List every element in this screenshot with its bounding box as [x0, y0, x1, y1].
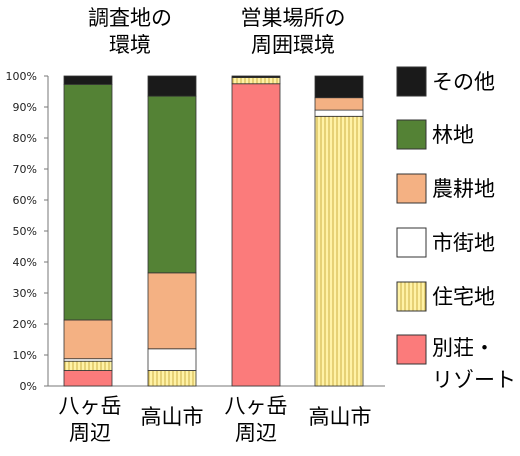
group2-header: 営巣場所の 周囲環境 [218, 5, 368, 59]
bar-segment-3-3 [314, 97, 364, 111]
bar-segment-1-3 [147, 272, 197, 350]
bar-segment-3-1 [314, 115, 364, 387]
x-label-0: 八ヶ岳 周辺 [52, 393, 128, 447]
x-label-3-line1: 高山市 [308, 405, 372, 429]
group2-header-line2: 周囲環境 [251, 33, 335, 57]
bars [63, 75, 364, 387]
legend-swatch-2 [396, 173, 427, 204]
bar-segment-1-1 [147, 370, 197, 387]
bar-segment-1-2 [147, 348, 197, 371]
x-label-2-line2: 周辺 [235, 421, 277, 445]
group2-header-line1: 営巣場所の [240, 6, 346, 30]
y-tick-label-9: 90% [13, 101, 37, 114]
bar-segment-3-2 [314, 109, 364, 117]
bar-segment-2-0 [231, 83, 281, 387]
x-label-0-line1: 八ヶ岳 [58, 394, 122, 418]
x-label-1: 高山市 [134, 404, 210, 431]
x-label-1-line1: 高山市 [140, 405, 204, 429]
y-tick-label-3: 30% [13, 287, 37, 300]
x-label-2-line1: 八ヶ岳 [224, 394, 288, 418]
x-label-3: 高山市 [302, 404, 378, 431]
legend-swatch-3 [396, 227, 427, 258]
legend-label-3: 市街地 [432, 231, 495, 255]
y-tick-label-4: 40% [13, 256, 37, 269]
bar-segment-3-5 [314, 75, 364, 99]
x-label-2: 八ヶ岳 周辺 [218, 393, 294, 447]
y-tick-label-10: 100% [6, 70, 37, 83]
legend-label-2: 農耕地 [432, 177, 495, 201]
legend-swatch-5 [396, 334, 427, 365]
legend-label-0: その他 [432, 70, 495, 94]
y-tick-label-7: 70% [13, 163, 37, 176]
bar-segment-2-1 [231, 77, 281, 85]
legend-label-5-1: リゾート [432, 368, 516, 392]
x-label-0-line2: 周辺 [69, 421, 111, 445]
y-tick-label-8: 80% [13, 132, 37, 145]
legend-label-1: 林地 [432, 123, 474, 147]
bar-segment-2-5 [231, 75, 281, 78]
legend-swatch-1 [396, 119, 427, 150]
bar-segment-0-1 [63, 360, 113, 371]
group1-header-line1: 調査地の [88, 6, 172, 30]
bar-segment-0-4 [63, 83, 113, 321]
legend-swatch-4 [396, 281, 427, 312]
y-tick-label-2: 20% [13, 318, 37, 331]
group1-header-line2: 環境 [109, 33, 151, 57]
y-tick-label-6: 60% [13, 194, 37, 207]
y-tick-label-5: 50% [13, 225, 37, 238]
bar-segment-0-3 [63, 319, 113, 360]
y-tick-label-1: 10% [13, 349, 37, 362]
group1-header: 調査地の 環境 [80, 5, 180, 59]
bar-segment-1-4 [147, 95, 197, 274]
legend-label-5-0: 別荘・ [432, 336, 495, 360]
bar-segment-0-5 [63, 75, 113, 85]
bar-segment-0-0 [63, 370, 113, 387]
legend-label-4: 住宅地 [432, 285, 495, 309]
y-axis-ticks: 0% 10% 20% 30% 40% 50% 60% 70% 80% 90% 100% [6, 70, 48, 393]
legend-swatch-0 [396, 66, 427, 97]
bar-segment-1-5 [147, 75, 197, 97]
y-tick-label-0: 0% [20, 380, 37, 393]
